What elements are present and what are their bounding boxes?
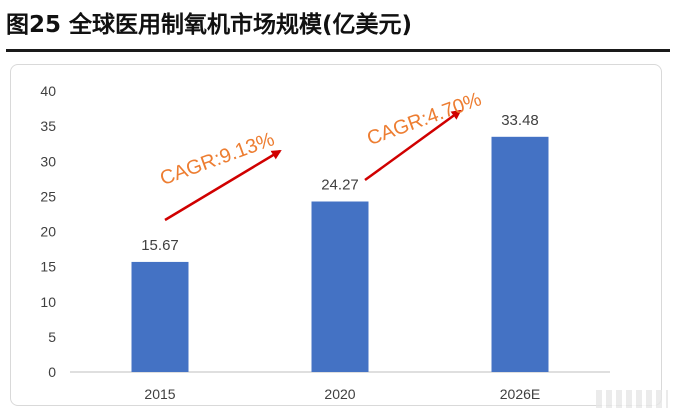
y-tick-label: 5: [48, 329, 56, 345]
x-tick-label: 2020: [324, 386, 355, 402]
y-tick-label: 35: [40, 118, 56, 134]
title-divider: [6, 49, 670, 52]
bar-2020: [311, 201, 369, 372]
data-label: 24.27: [321, 177, 359, 194]
watermark: [596, 390, 668, 408]
data-label: 33.48: [501, 112, 539, 129]
y-tick-label: 15: [40, 259, 56, 275]
bar-2026e: [491, 136, 549, 372]
cagr-arrow-2: [364, 109, 462, 182]
y-tick-label: 40: [40, 83, 56, 99]
y-tick-label: 30: [40, 153, 56, 169]
cagr-arrow-1: [164, 149, 282, 222]
chart-title: 图25 全球医用制氧机市场规模(亿美元): [6, 12, 413, 38]
y-tick-label: 20: [40, 224, 56, 240]
bar-2015: [131, 261, 189, 372]
y-tick-label: 10: [40, 294, 56, 310]
data-label: 15.67: [141, 237, 179, 254]
y-tick-label: 0: [48, 364, 56, 380]
x-tick-label: 2015: [144, 386, 175, 402]
y-tick-label: 25: [40, 188, 56, 204]
x-tick-label: 2026E: [500, 386, 540, 402]
